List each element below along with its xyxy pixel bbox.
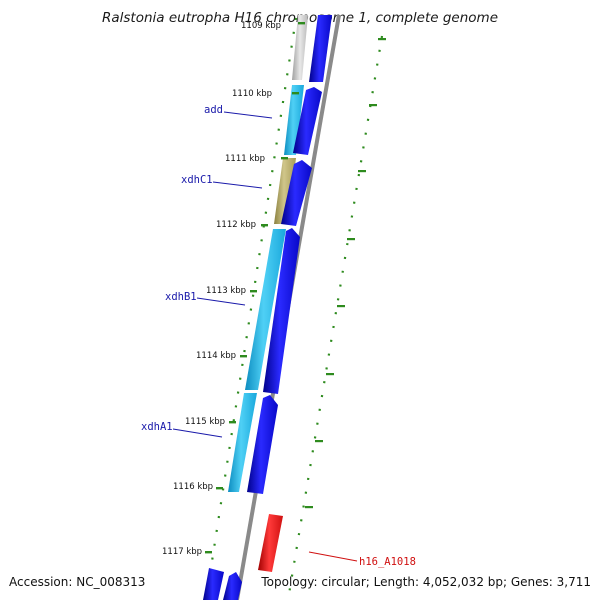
ruler-tick [298, 22, 305, 25]
label-leader-h16-A1018 [308, 551, 358, 562]
gene-label-h16-A1018[interactable]: h16_A1018 [359, 556, 416, 568]
topology-text: Topology: circular; Length: 4,052,032 bp… [261, 575, 591, 589]
label-leader-add [223, 111, 273, 119]
gene-blue-4 [263, 228, 300, 394]
gene-blue-5 [247, 395, 278, 494]
ruler-tick [261, 224, 268, 227]
ruler-label-1111: 1111 kbp [225, 154, 265, 164]
label-leader-xdhA1 [172, 428, 223, 438]
ruler-label-1114: 1114 kbp [196, 351, 236, 361]
ruler-tick [240, 355, 247, 358]
gene-xdhA1 [228, 393, 257, 492]
gene-xdhB1 [245, 229, 286, 390]
gene-xdhC1 [274, 158, 296, 224]
label-leader-xdhB1 [196, 297, 246, 306]
gene-blue-6 [223, 572, 242, 600]
ruler-tick [216, 487, 223, 490]
gc-content-track [204, 17, 298, 600]
ruler: 1109 kbp 1110 kbp 1111 kbp 1112 kbp 1113… [162, 21, 305, 557]
gene-blue-1 [309, 15, 332, 82]
gc-skew-track [286, 35, 384, 600]
gene-partial-top [292, 15, 308, 80]
ruler-label-1116: 1116 kbp [173, 482, 213, 492]
ruler-tick [292, 92, 299, 95]
gene-partial-bottom-a [203, 568, 224, 600]
gc-skew-marks [305, 38, 386, 509]
gene-labels: add xdhC1 xdhB1 xdhA1 h16_A1018 [141, 104, 416, 568]
gene-label-xdhC1[interactable]: xdhC1 [181, 174, 213, 186]
ruler-tick [229, 421, 236, 424]
reverse-strand-genes [223, 15, 332, 600]
ruler-label-1112: 1112 kbp [216, 220, 256, 230]
ruler-label-1110: 1110 kbp [232, 89, 272, 99]
ruler-label-1109: 1109 kbp [241, 21, 281, 31]
ruler-tick [250, 290, 257, 293]
forward-strand-genes [203, 15, 308, 600]
gene-h16-A1018 [258, 514, 283, 572]
gene-blue-2 [293, 87, 322, 155]
ruler-label-1113: 1113 kbp [206, 286, 246, 296]
gene-label-add[interactable]: add [204, 104, 223, 116]
gene-blue-3 [281, 160, 312, 226]
gene-label-xdhB1[interactable]: xdhB1 [165, 291, 197, 303]
ruler-label-1115: 1115 kbp [185, 417, 225, 427]
gene-label-xdhA1[interactable]: xdhA1 [141, 421, 173, 433]
ruler-tick [281, 157, 288, 160]
ruler-tick [205, 551, 212, 554]
gene-add [284, 85, 304, 155]
label-leader-xdhC1 [212, 181, 263, 189]
accession-text: Accession: NC_008313 [9, 575, 146, 589]
ruler-label-1117: 1117 kbp [162, 547, 202, 557]
